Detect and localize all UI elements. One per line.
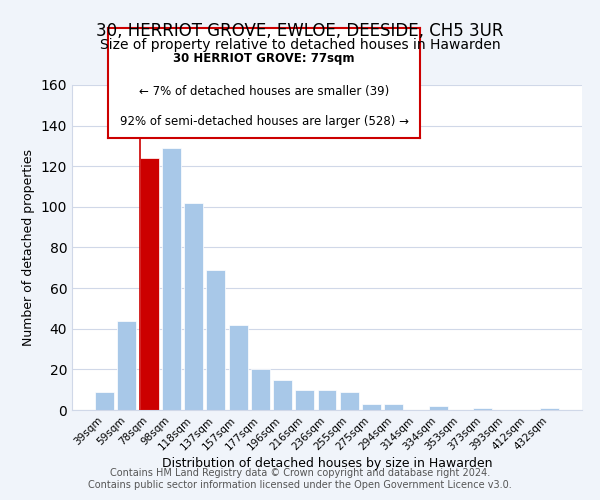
X-axis label: Distribution of detached houses by size in Hawarden: Distribution of detached houses by size … — [162, 458, 492, 470]
Bar — [184, 203, 203, 410]
Text: 30 HERRIOT GROVE: 77sqm: 30 HERRIOT GROVE: 77sqm — [173, 52, 355, 65]
Text: Contains public sector information licensed under the Open Government Licence v3: Contains public sector information licen… — [88, 480, 512, 490]
Bar — [317, 390, 337, 410]
Text: Contains HM Land Registry data © Crown copyright and database right 2024.: Contains HM Land Registry data © Crown c… — [110, 468, 490, 477]
Bar — [362, 404, 381, 410]
Bar — [340, 392, 359, 410]
Bar — [295, 390, 314, 410]
Bar — [473, 408, 492, 410]
Bar — [540, 408, 559, 410]
Bar — [273, 380, 292, 410]
Text: 92% of semi-detached houses are larger (528) →: 92% of semi-detached houses are larger (… — [119, 114, 409, 128]
Text: Size of property relative to detached houses in Hawarden: Size of property relative to detached ho… — [100, 38, 500, 52]
Text: 30, HERRIOT GROVE, EWLOE, DEESIDE, CH5 3UR: 30, HERRIOT GROVE, EWLOE, DEESIDE, CH5 3… — [96, 22, 504, 40]
Bar — [118, 320, 136, 410]
Y-axis label: Number of detached properties: Number of detached properties — [22, 149, 35, 346]
Bar — [229, 324, 248, 410]
Bar — [251, 370, 270, 410]
Bar — [95, 392, 114, 410]
Bar — [140, 158, 158, 410]
Bar — [162, 148, 181, 410]
Text: ← 7% of detached houses are smaller (39): ← 7% of detached houses are smaller (39) — [139, 85, 389, 98]
Bar — [206, 270, 225, 410]
Bar — [384, 404, 403, 410]
Bar — [429, 406, 448, 410]
